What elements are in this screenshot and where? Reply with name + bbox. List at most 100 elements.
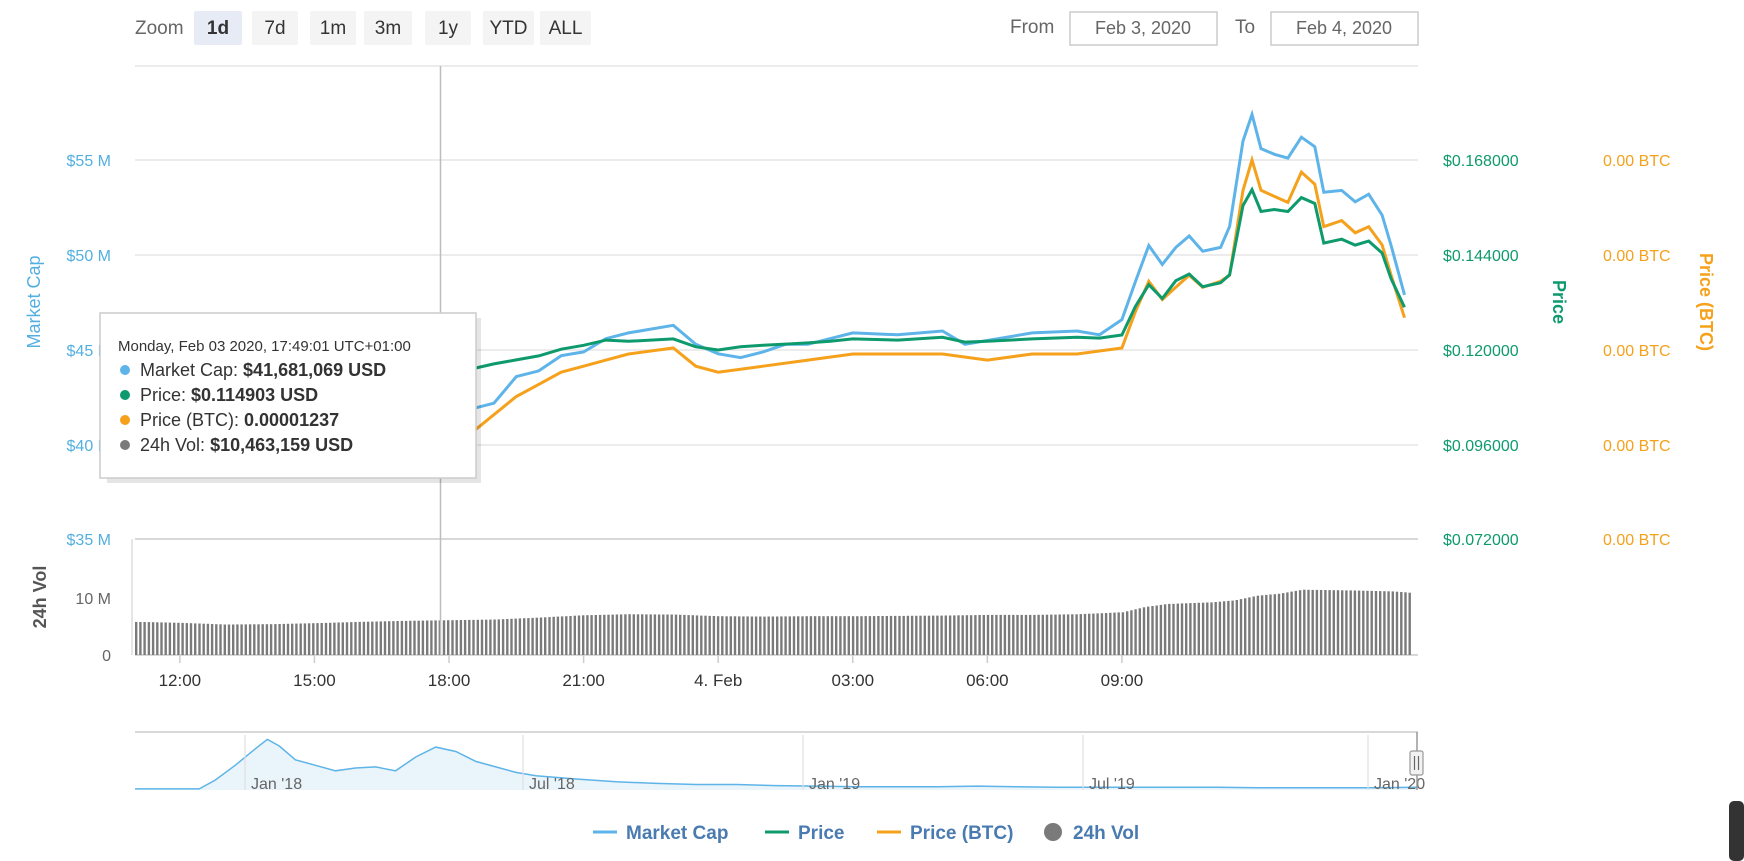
volume-bar xyxy=(354,622,357,655)
zoom-button-bg[interactable] xyxy=(425,11,471,45)
volume-bar xyxy=(413,620,416,655)
volume-bar xyxy=(168,622,172,655)
volume-bar xyxy=(590,615,593,655)
volume-bar xyxy=(569,616,572,655)
market-cap-tick: $50 M xyxy=(67,248,111,265)
zoom-button-bg[interactable] xyxy=(194,11,242,45)
volume-bar xyxy=(695,615,699,655)
legend-label[interactable]: Price xyxy=(798,823,844,844)
zoom-button-label[interactable]: 1d xyxy=(207,18,229,39)
volume-bar xyxy=(594,615,597,655)
zoom-button-bg[interactable] xyxy=(252,11,298,45)
tooltip-row-value: $10,463,159 USD xyxy=(210,435,353,455)
to-date-value[interactable]: Feb 4, 2020 xyxy=(1296,18,1392,38)
volume-bar xyxy=(1071,614,1074,655)
volume-bar xyxy=(750,616,754,655)
volume-bar xyxy=(885,616,888,655)
zoom-button-1y[interactable]: 1y xyxy=(425,11,471,45)
volume-bar xyxy=(383,621,387,655)
zoom-button-label[interactable]: 1y xyxy=(438,18,459,39)
price-btc-tick: 0.00 BTC xyxy=(1603,248,1671,265)
navigator-tick-label: Jan '19 xyxy=(809,776,860,793)
volume-bar xyxy=(864,616,867,655)
volume-bar xyxy=(523,618,526,655)
zoom-button-1m[interactable]: 1m xyxy=(310,11,356,45)
legend-item-price-btc[interactable]: Price (BTC) xyxy=(877,823,1013,844)
price-axis: $0.072000 $0.096000 $0.120000 $0.144000 $0.1… xyxy=(1443,153,1519,549)
volume-bar xyxy=(856,616,859,655)
volume-bar xyxy=(788,616,791,655)
volume-bar xyxy=(666,614,669,655)
legend-item-market-cap[interactable]: Market Cap xyxy=(593,823,728,844)
navigator[interactable]: Jan '18 Jul '18 Jan '19 Jul '19 Jan '20 xyxy=(135,731,1425,793)
zoom-button-bg[interactable] xyxy=(364,11,412,45)
from-date-value[interactable]: Feb 3, 2020 xyxy=(1095,18,1191,38)
volume-bar xyxy=(1332,590,1335,655)
volume-bar xyxy=(1273,594,1276,655)
volume-bar xyxy=(426,620,429,655)
volume-bar xyxy=(544,617,547,655)
legend-swatch[interactable] xyxy=(1044,823,1062,841)
legend-item-price[interactable]: Price xyxy=(765,823,844,844)
zoom-button-label[interactable]: YTD xyxy=(490,18,528,39)
tooltip-row-value: $0.114903 USD xyxy=(191,385,318,405)
volume-bar xyxy=(742,616,745,655)
legend-item-24h-vol[interactable]: 24h Vol xyxy=(1044,823,1139,844)
price-tick: $0.096000 xyxy=(1443,438,1519,455)
volume-bar xyxy=(253,624,256,655)
volume-bar xyxy=(189,623,193,655)
zoom-button-label[interactable]: ALL xyxy=(549,18,583,39)
volume-bar xyxy=(497,619,500,655)
scroll-thumb[interactable] xyxy=(1729,801,1744,861)
zoom-button-all[interactable]: ALL xyxy=(540,11,591,45)
volume-bar xyxy=(404,620,408,655)
volume-bar xyxy=(1104,613,1108,655)
volume-bar xyxy=(1138,608,1141,655)
zoom-button-label[interactable]: 1m xyxy=(320,18,346,39)
from-date-input[interactable]: Feb 3, 2020 xyxy=(1069,11,1218,46)
volume-bar xyxy=(560,616,564,655)
volume-bar xyxy=(1151,606,1154,655)
zoom-button-bg[interactable] xyxy=(310,11,356,45)
x-tick-label: 12:00 xyxy=(159,671,202,690)
volume-bar xyxy=(1400,592,1403,655)
volume-bar xyxy=(1222,601,1226,655)
zoom-button-1d[interactable]: 1d xyxy=(194,11,242,45)
volume-bar xyxy=(1374,591,1378,655)
volume-bar xyxy=(269,624,273,655)
volume-bar xyxy=(809,616,813,655)
volume-tick: $35 M xyxy=(67,532,111,549)
volume-bar xyxy=(780,616,783,655)
zoom-button-ytd[interactable]: YTD xyxy=(483,11,534,45)
tooltip-row: Price (BTC): 0.00001237 xyxy=(140,410,339,430)
zoom-button-label[interactable]: 3m xyxy=(375,18,401,39)
volume-bar xyxy=(1058,614,1061,655)
navigator-handle[interactable] xyxy=(1409,750,1424,776)
zoom-button-3m[interactable]: 3m xyxy=(364,11,412,45)
volume-bar xyxy=(1197,602,1200,655)
price-btc-axis: 0.00 BTC 0.00 BTC 0.00 BTC 0.00 BTC 0.00 BTC xyxy=(1603,153,1671,549)
to-date-input[interactable]: Feb 4, 2020 xyxy=(1270,11,1419,46)
zoom-button-bg[interactable] xyxy=(483,11,534,45)
volume-bars xyxy=(135,589,1411,655)
volume-bar xyxy=(894,615,897,655)
zoom-button-label[interactable]: 7d xyxy=(264,18,285,39)
series-line-price[interactable] xyxy=(134,186,1406,386)
volume-bar xyxy=(244,624,247,655)
volume-bar xyxy=(194,623,197,655)
legend-label[interactable]: Market Cap xyxy=(626,823,728,844)
volume-bar xyxy=(371,621,374,655)
volume-bar xyxy=(746,616,749,655)
volume-bar xyxy=(1003,614,1007,655)
zoom-button-7d[interactable]: 7d xyxy=(252,11,298,45)
volume-bar xyxy=(915,615,918,655)
zoom-button-bg[interactable] xyxy=(540,11,591,45)
price-btc-tick: 0.00 BTC xyxy=(1603,438,1671,455)
volume-bar xyxy=(531,617,534,655)
legend-label[interactable]: Price (BTC) xyxy=(910,823,1013,844)
legend-label[interactable]: 24h Vol xyxy=(1073,823,1139,844)
volume-bar xyxy=(1227,600,1230,655)
volume-bar xyxy=(329,622,332,655)
volume-bar xyxy=(248,624,252,655)
